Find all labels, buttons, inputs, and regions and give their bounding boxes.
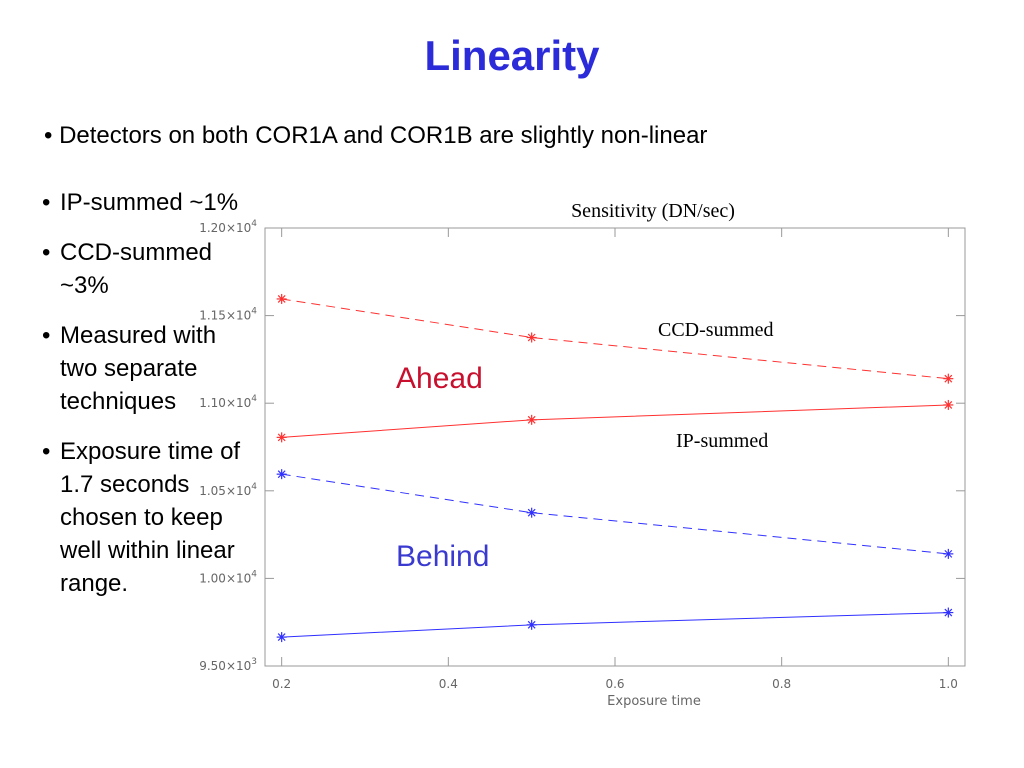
annotation-ip-summed: IP-summed	[676, 430, 768, 452]
bullet-exposure-time: Exposure time of 1.7 seconds chosen to k…	[40, 435, 255, 600]
label-behind: Behind	[396, 540, 489, 573]
main-bullet-text: Detectors on both COR1A and COR1B are sl…	[59, 122, 708, 149]
data-point-marker	[526, 507, 537, 518]
side-bullet-list: IP-summed ~1% CCD-summed ~3% Measured wi…	[40, 186, 255, 617]
annotation-ccd-summed: CCD-summed	[658, 319, 774, 341]
data-point-marker	[276, 632, 287, 643]
data-point-marker	[943, 548, 954, 559]
bullet-measured: Measured with two separate techniques	[40, 319, 255, 418]
y-tick-label: 1.05×104	[199, 482, 257, 498]
series-line-behind-ip-summed	[281, 612, 949, 638]
axis-ticks: 0.2 0.4 0.6 0.8 1.0 9.50×103 1.00×104 1.05×104 1…	[199, 219, 965, 691]
y-tick-label: 1.20×104	[199, 219, 257, 235]
x-tick-label: 0.8	[772, 677, 791, 691]
data-point-marker	[943, 607, 954, 618]
series-line-ahead-ccd-summed	[281, 298, 949, 380]
data-point-marker	[276, 293, 287, 304]
x-tick-label: 1.0	[939, 677, 958, 691]
data-point-marker	[276, 432, 287, 443]
x-tick-label: 0.6	[605, 677, 624, 691]
data-point-marker	[526, 414, 537, 425]
series-line-ahead-ip-summed	[281, 404, 949, 438]
series-line-behind-ccd-summed	[281, 473, 949, 555]
bullet-ccd-summed: CCD-summed ~3%	[40, 236, 255, 302]
y-tick-label: 1.15×104	[199, 307, 257, 323]
data-point-marker	[943, 399, 954, 410]
data-point-marker	[526, 619, 537, 630]
data-point-marker	[276, 469, 287, 480]
x-tick-label: 0.4	[439, 677, 458, 691]
y-tick-label: 9.50×103	[199, 657, 257, 673]
y-tick-label: 1.00×104	[199, 569, 257, 585]
data-point-marker	[526, 332, 537, 343]
slide-title: Linearity	[424, 32, 600, 79]
label-ahead: Ahead	[396, 362, 483, 395]
chart-title: Sensitivity (DN/sec)	[571, 200, 735, 222]
x-axis-title: Exposure time	[607, 694, 701, 709]
x-tick-label: 0.2	[272, 677, 291, 691]
series-layer	[276, 293, 954, 643]
bullet-ip-summed: IP-summed ~1%	[40, 186, 255, 219]
plot-frame	[264, 227, 966, 667]
data-point-marker	[943, 373, 954, 384]
y-tick-label: 1.10×104	[199, 394, 257, 410]
main-bullet: • Detectors on both COR1A and COR1B are …	[44, 122, 708, 149]
